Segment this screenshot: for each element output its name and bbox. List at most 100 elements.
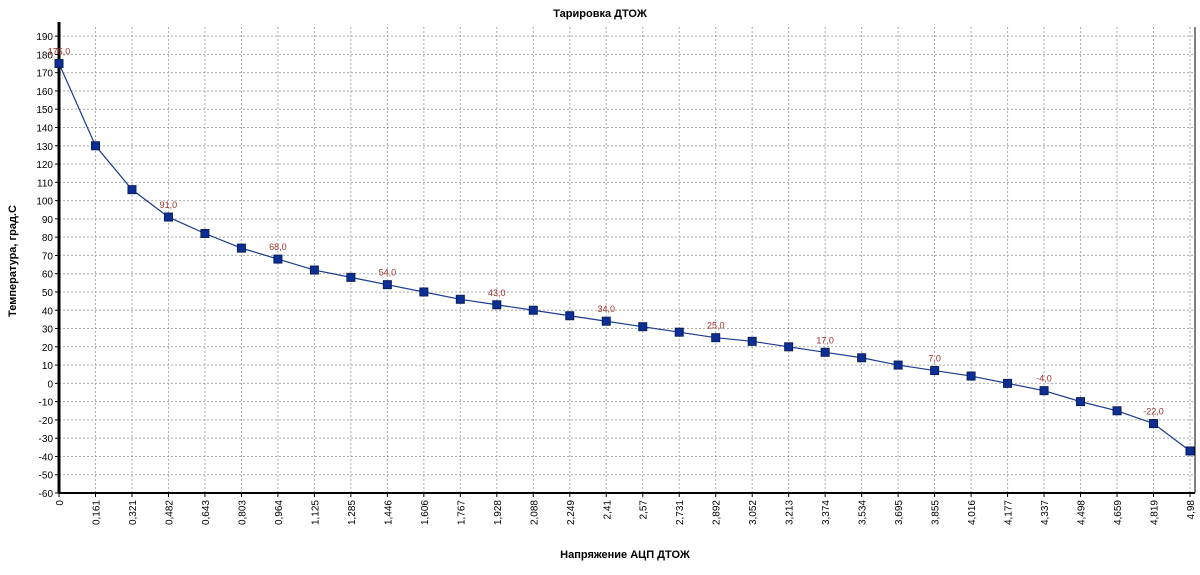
data-point bbox=[601, 316, 611, 326]
y-tick-label: 180 bbox=[36, 50, 53, 61]
data-point bbox=[90, 141, 100, 151]
y-tick-label: 190 bbox=[36, 32, 53, 43]
x-tick-label: 4,819 bbox=[1150, 500, 1161, 525]
data-point bbox=[820, 347, 830, 357]
x-tick-label: 2,57 bbox=[639, 500, 650, 520]
x-tick-label: 3,855 bbox=[931, 500, 942, 525]
x-tick-label: 3,052 bbox=[748, 500, 759, 525]
data-label: -4,0 bbox=[1036, 374, 1052, 384]
chart-title: Тарировка ДТОЖ bbox=[553, 8, 647, 20]
y-tick-label: 90 bbox=[42, 215, 54, 226]
x-tick-label: 1,125 bbox=[310, 500, 321, 525]
x-tick-label: 2,892 bbox=[712, 500, 723, 525]
data-label: 34,0 bbox=[597, 304, 615, 314]
y-tick-label: 150 bbox=[36, 105, 53, 116]
x-tick-label: 0,643 bbox=[201, 500, 212, 525]
data-point bbox=[784, 342, 794, 352]
data-point bbox=[966, 371, 976, 381]
data-point bbox=[1039, 386, 1049, 396]
x-tick-label: 4,177 bbox=[1004, 500, 1015, 525]
data-point bbox=[346, 272, 356, 282]
data-point bbox=[930, 366, 940, 376]
y-tick-label: 60 bbox=[42, 270, 54, 281]
data-label: 7,0 bbox=[928, 354, 941, 364]
data-label: 68,0 bbox=[269, 242, 287, 252]
x-tick-label: 4,337 bbox=[1040, 500, 1051, 525]
x-tick-label: 1,767 bbox=[456, 500, 467, 525]
data-point bbox=[163, 212, 173, 222]
data-point bbox=[1185, 446, 1195, 456]
x-tick-label: 1,446 bbox=[383, 500, 394, 525]
y-tick-label: -20 bbox=[39, 416, 54, 427]
x-tick-label: 2,41 bbox=[602, 500, 613, 520]
y-tick-label: 0 bbox=[47, 379, 53, 390]
y-tick-label: 80 bbox=[42, 233, 54, 244]
data-point bbox=[309, 265, 319, 275]
data-point bbox=[711, 333, 721, 343]
x-tick-label: 4,016 bbox=[967, 500, 978, 525]
y-tick-label: 30 bbox=[42, 325, 54, 336]
x-tick-label: 0,321 bbox=[128, 500, 139, 525]
data-label: -22,0 bbox=[1143, 407, 1164, 417]
x-tick-label: 3,213 bbox=[785, 500, 796, 525]
data-point bbox=[419, 287, 429, 297]
data-label: 54,0 bbox=[379, 268, 397, 278]
x-tick-label: 3,695 bbox=[894, 500, 905, 525]
data-point bbox=[54, 59, 64, 69]
y-tick-label: -10 bbox=[39, 398, 54, 409]
x-axis-label: Напряжение АЦП ДТОЖ bbox=[560, 549, 690, 561]
data-point bbox=[382, 280, 392, 290]
y-tick-label: -60 bbox=[39, 489, 54, 500]
data-point bbox=[455, 294, 465, 304]
y-tick-label: 20 bbox=[42, 343, 54, 354]
data-point bbox=[1003, 378, 1013, 388]
y-tick-label: 100 bbox=[36, 197, 53, 208]
data-point bbox=[674, 327, 684, 337]
x-tick-label: 4,98 bbox=[1186, 500, 1197, 520]
y-tick-label: 170 bbox=[36, 69, 53, 80]
data-point bbox=[893, 360, 903, 370]
x-tick-label: 1,285 bbox=[347, 500, 358, 525]
x-tick-label: 2,088 bbox=[529, 500, 540, 525]
y-tick-label: -40 bbox=[39, 452, 54, 463]
x-tick-label: 2,249 bbox=[566, 500, 577, 525]
x-tick-label: 3,374 bbox=[821, 500, 832, 525]
data-point bbox=[273, 254, 283, 264]
data-point bbox=[565, 311, 575, 321]
data-label: 25,0 bbox=[707, 321, 725, 331]
series-line bbox=[58, 63, 1191, 452]
x-tick-label: 4,498 bbox=[1077, 500, 1088, 525]
data-point bbox=[1076, 397, 1086, 407]
x-tick-label: 3,534 bbox=[858, 500, 869, 525]
data-label: 91,0 bbox=[160, 200, 178, 210]
x-tick-label: 0 bbox=[55, 500, 66, 506]
y-tick-label: 130 bbox=[36, 142, 53, 153]
data-point bbox=[638, 322, 648, 332]
y-tick-label: 40 bbox=[42, 306, 54, 317]
y-tick-label: 10 bbox=[42, 361, 54, 372]
x-tick-label: 0,161 bbox=[91, 500, 102, 525]
y-tick-label: -50 bbox=[39, 471, 54, 482]
y-tick-label: 140 bbox=[36, 124, 53, 135]
y-tick-label: 50 bbox=[42, 288, 54, 299]
data-point bbox=[200, 229, 210, 239]
x-tick-label: 0,964 bbox=[274, 500, 285, 525]
y-tick-label: 110 bbox=[37, 178, 53, 189]
data-point bbox=[1149, 419, 1159, 429]
data-label: 175,0 bbox=[48, 47, 71, 57]
x-tick-label: 1,928 bbox=[493, 500, 504, 525]
data-label: 17,0 bbox=[816, 335, 834, 345]
data-point bbox=[492, 300, 502, 310]
data-point bbox=[528, 305, 538, 315]
x-tick-label: 2,731 bbox=[675, 500, 686, 525]
x-tick-label: 4,659 bbox=[1113, 500, 1124, 525]
x-tick-label: 0,803 bbox=[237, 500, 248, 525]
data-point bbox=[127, 185, 137, 195]
x-tick-label: 1,606 bbox=[420, 500, 431, 525]
y-tick-label: 160 bbox=[36, 87, 53, 98]
data-point bbox=[747, 336, 757, 346]
x-tick-label: 0,482 bbox=[164, 500, 175, 525]
y-tick-label: 120 bbox=[36, 160, 53, 171]
